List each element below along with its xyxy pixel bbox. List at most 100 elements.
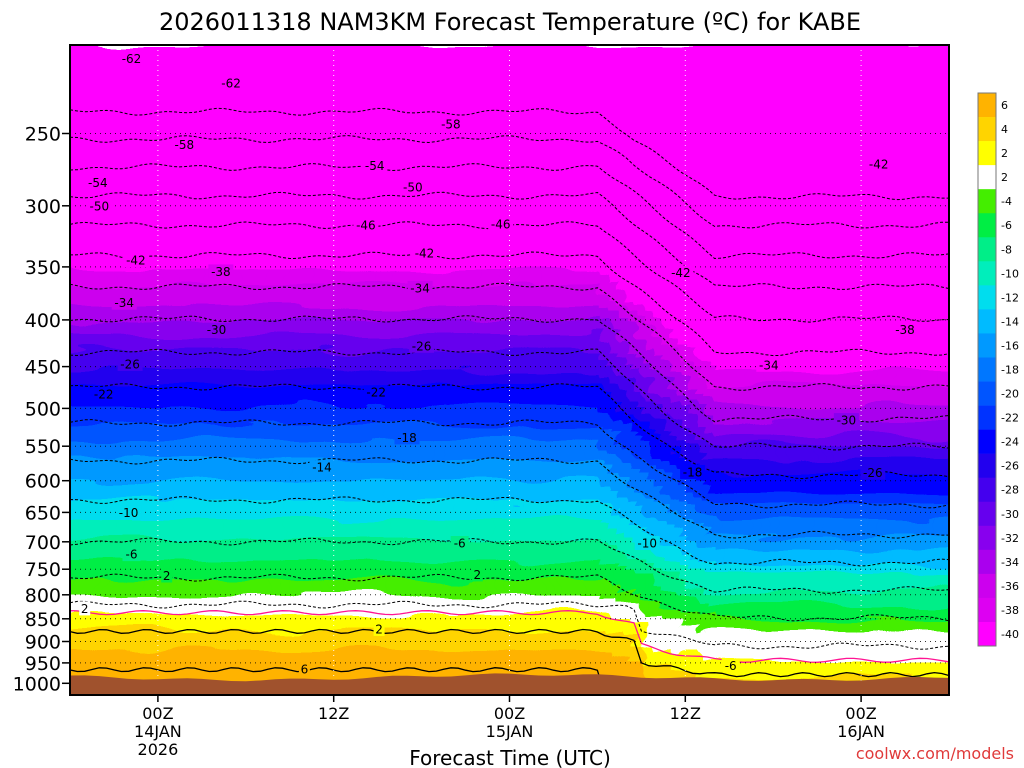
contour-label: -14: [312, 461, 332, 475]
contour-label-bg: [353, 218, 379, 233]
contour-label: -26: [412, 339, 432, 353]
x-tick-label: 2026: [138, 740, 179, 759]
contour-label: -38: [895, 323, 915, 337]
x-tick-label: 12Z: [670, 704, 701, 723]
colorbar-label: -28: [1001, 484, 1019, 497]
x-tick-label: 12Z: [318, 704, 349, 723]
contour-label-bg: [409, 338, 435, 353]
colorbar-frame: [977, 92, 997, 647]
y-tick-label: 250: [25, 124, 61, 146]
contour-label-bg: [450, 536, 469, 550]
y-tick-label: 650: [25, 502, 61, 524]
x-tick-label: 15JAN: [486, 722, 534, 741]
colorbar-swatch: [978, 237, 996, 262]
colorbar-label: -40: [1001, 628, 1019, 641]
x-axis-label: Forecast Time (UTC): [409, 746, 611, 768]
colorbar-label: 4: [1001, 123, 1008, 136]
contour-label-bg: [298, 662, 310, 677]
colorbar-swatch: [978, 477, 996, 503]
contour-labels: -62-62-58-58-54-54-50-50-46 -46-42 -42-42-…: [79, 51, 918, 677]
colorbar-label: -6: [1001, 219, 1012, 232]
colorbar-swatch: [978, 549, 996, 575]
colorbar-swatch: [978, 621, 996, 647]
y-tick-label: 500: [25, 398, 61, 420]
contour-label-bg: [122, 547, 141, 562]
contour-label: -18: [397, 431, 417, 445]
colorbar-label: -34: [1001, 556, 1019, 569]
contour-label-bg: [362, 158, 388, 173]
colorbar-label: 2: [1001, 147, 1008, 160]
contour-line: [70, 456, 949, 539]
contour-label-bg: [412, 246, 437, 261]
x-tick-label: 14JAN: [134, 722, 182, 741]
chart-title: 2026011318 NAM3KM Forecast Temperature (…: [159, 8, 861, 36]
contour-label: 2: [375, 623, 383, 637]
contour-label-bg: [119, 51, 144, 66]
contour-label: -6: [126, 548, 138, 562]
contour-label: -46: [356, 219, 376, 233]
colorbar-label: -30: [1001, 508, 1019, 521]
contour-label: -26: [120, 357, 140, 371]
contour-line: [70, 496, 949, 567]
contour-line: [70, 282, 949, 391]
colorbar-label: -26: [1001, 460, 1019, 473]
contour-label: -62: [221, 76, 241, 90]
contour-label-bg: [79, 601, 91, 616]
contour-label-bg: [400, 179, 426, 194]
contour-label: -50: [403, 180, 423, 194]
contour-line-warm: [70, 628, 949, 678]
colorbar-swatch: [978, 285, 996, 310]
contour-label-bg: [634, 536, 660, 550]
colorbar-label: -20: [1001, 388, 1019, 401]
colorbar-swatch: [978, 597, 996, 623]
contour-label: 2: [163, 569, 171, 583]
contour-line: [70, 251, 949, 357]
colorbar-label: -12: [1001, 291, 1019, 304]
colorbar-swatch: [978, 309, 996, 334]
ground-surface: [70, 673, 949, 695]
colorbar-swatch: [978, 261, 996, 286]
contour-label-bg: [394, 430, 420, 445]
contour-label-bg: [111, 295, 137, 310]
y-tick-label: 700: [25, 532, 61, 554]
colorbar-label: -24: [1001, 436, 1019, 449]
contour-label-bg: [756, 357, 782, 372]
contour-label: -58: [441, 117, 461, 131]
contour-label-bg: [309, 460, 335, 475]
contour-line: [70, 163, 949, 260]
contour-label-bg: [91, 386, 117, 401]
colorbar-swatch: [978, 429, 996, 454]
contour-label: -42: [869, 158, 889, 172]
credit-link[interactable]: coolwx.com/models: [856, 744, 1014, 763]
contour-label: -22: [94, 387, 114, 401]
contour-label: -42: [126, 254, 146, 268]
contour-label: -26: [863, 466, 883, 480]
colorbar-label: -22: [1001, 412, 1019, 425]
x-tick-label: 00Z: [494, 704, 525, 723]
freezing-line: [70, 610, 949, 663]
contour-label: -10: [637, 537, 657, 551]
contour-label: -50: [89, 199, 109, 213]
contour-line: [70, 135, 949, 229]
colorbar-label: -14: [1001, 315, 1019, 328]
colorbar-label: -38: [1001, 604, 1019, 617]
contour-label: -22: [366, 386, 386, 400]
contour-label-bg: [218, 75, 244, 90]
contour-label: -54: [365, 159, 385, 173]
contour-label-bg: [866, 157, 892, 171]
contour-label-bg: [680, 465, 706, 479]
y-tick-label: 600: [25, 471, 61, 493]
colorbar-swatch: [978, 573, 996, 599]
colorbar-label: -18: [1001, 364, 1019, 377]
colorbar-label: -16: [1001, 340, 1019, 353]
contour-label: -6: [725, 659, 737, 673]
contour-line: [70, 383, 949, 480]
contour-label-bg: [833, 413, 859, 428]
colorbar-swatch: [978, 405, 996, 430]
colorbar-label: 2: [1001, 171, 1008, 184]
y-tick-label: 350: [25, 257, 61, 279]
y-tick-label: 750: [25, 559, 61, 581]
colorbar-label: 6: [1001, 99, 1008, 112]
contour-label: -10: [119, 506, 139, 520]
colorbar-label: -4: [1001, 195, 1012, 208]
